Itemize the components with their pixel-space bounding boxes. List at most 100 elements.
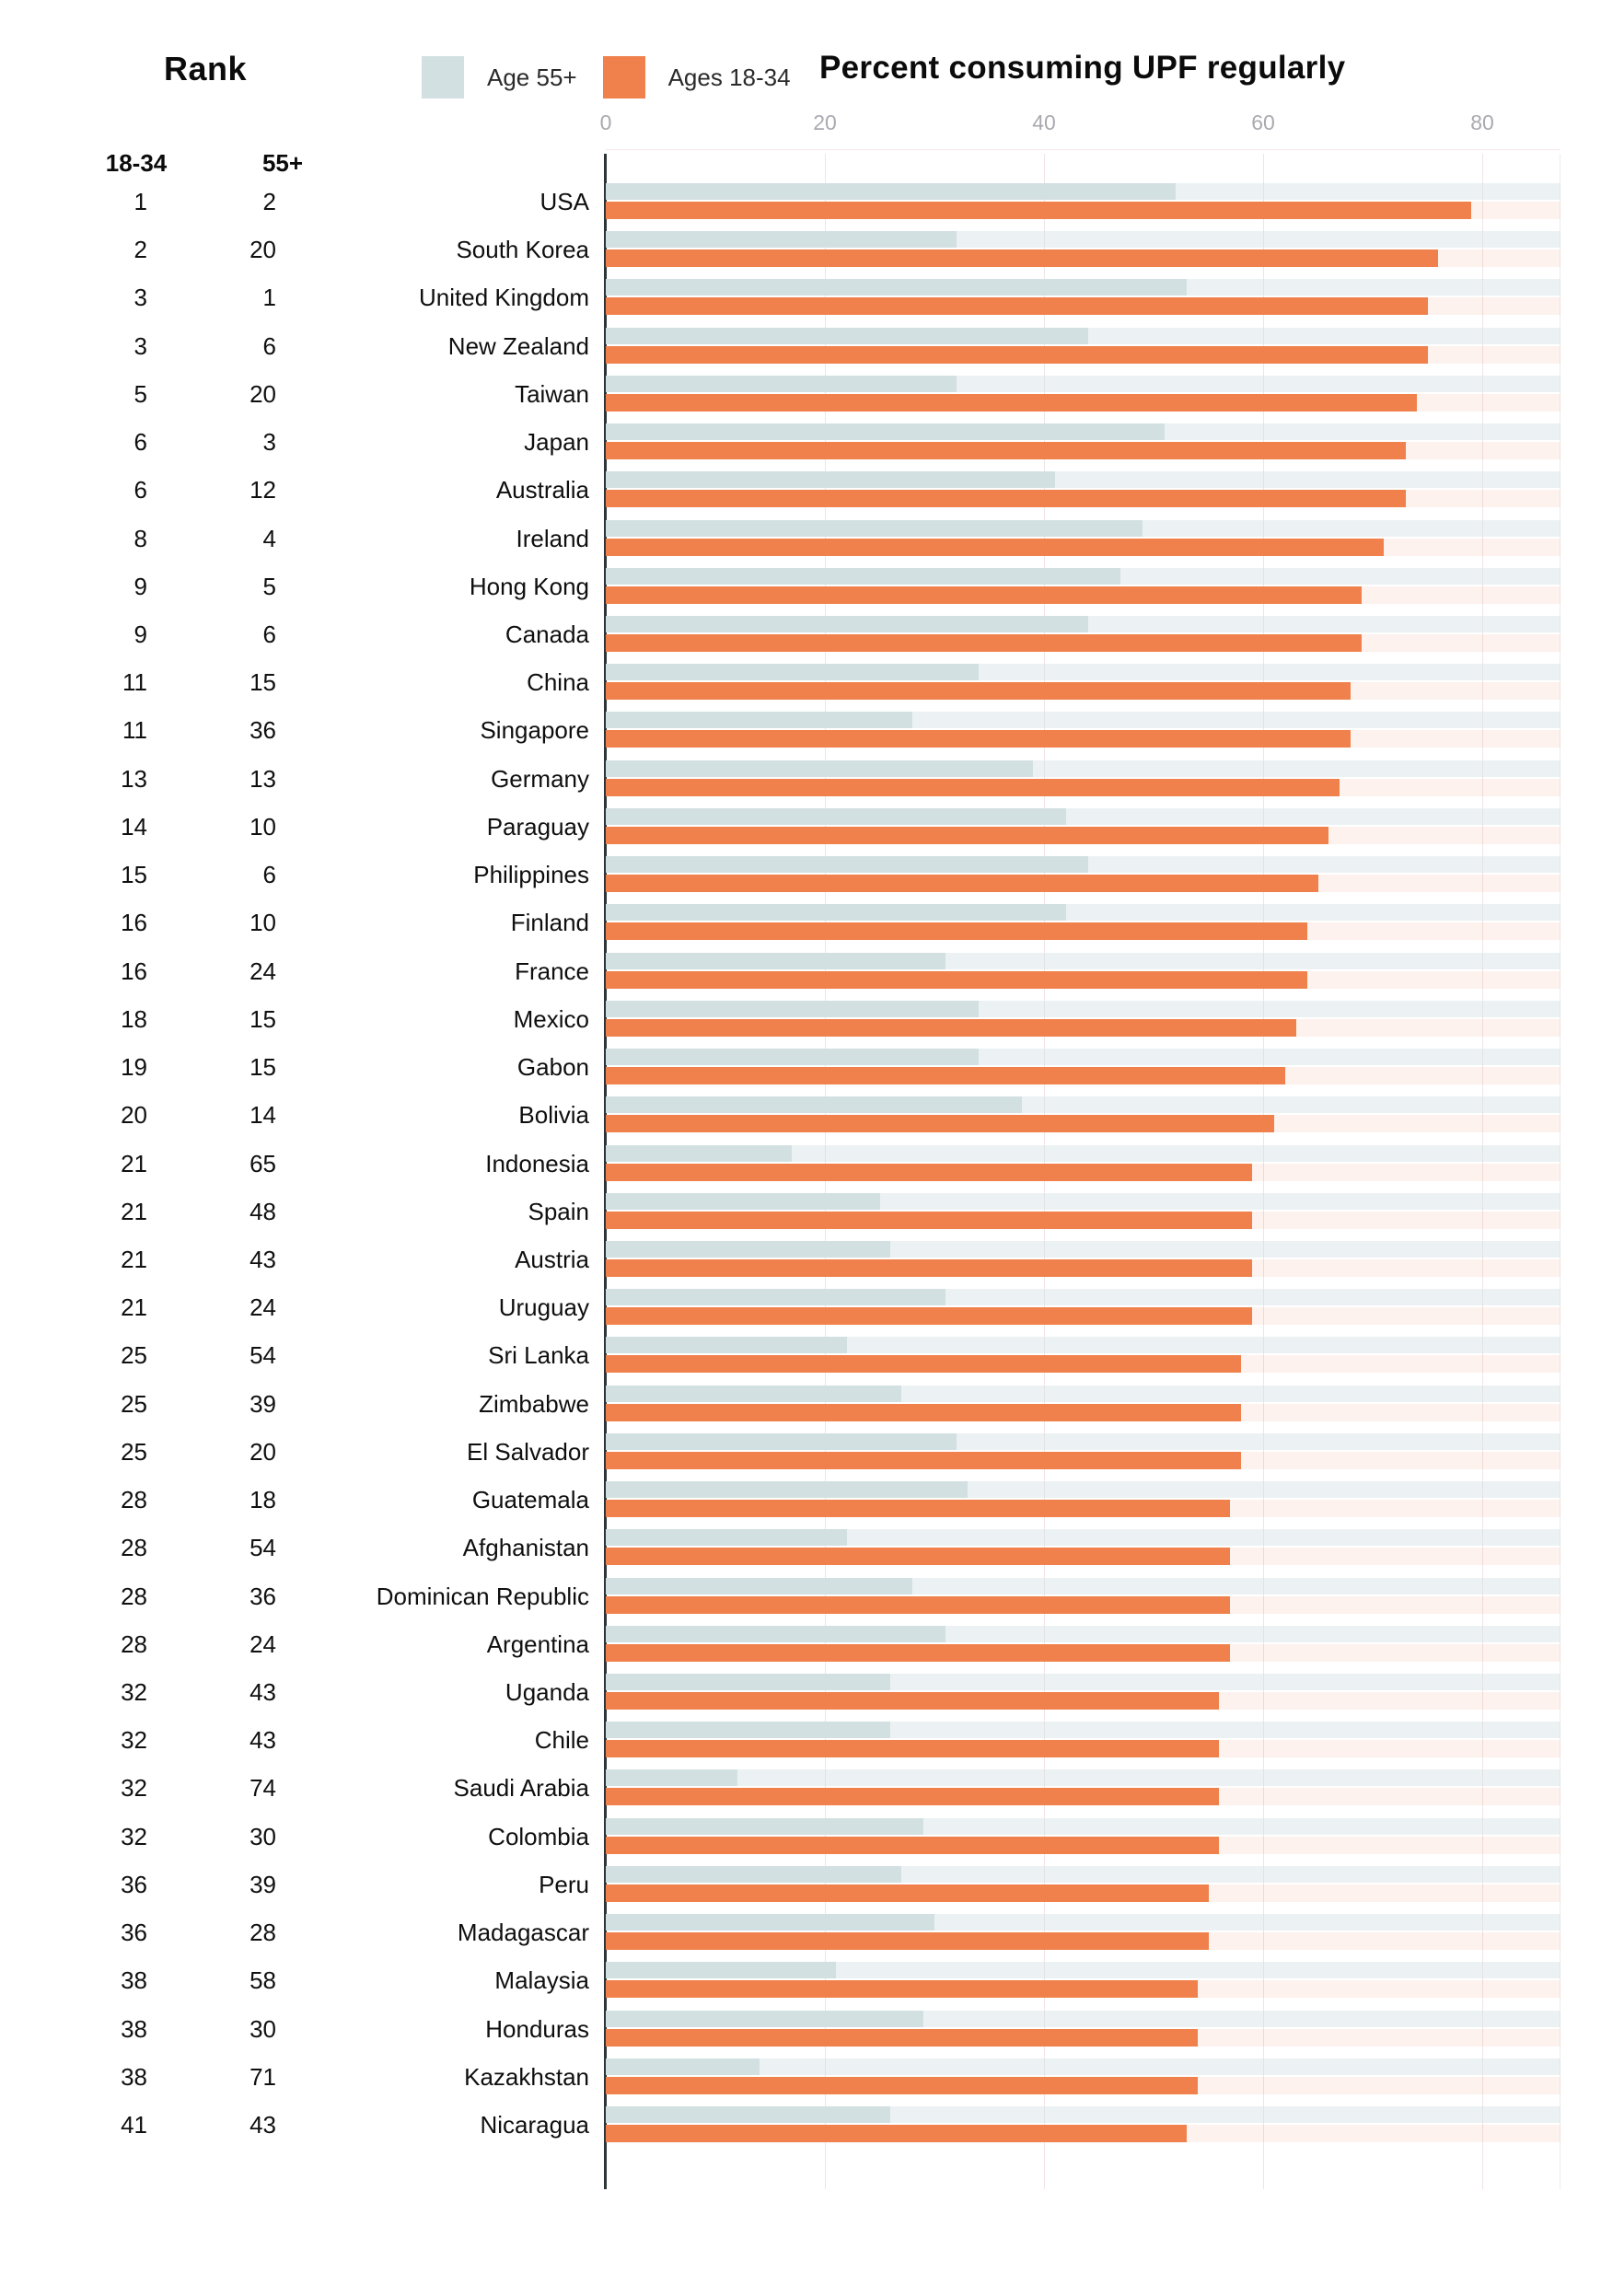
country-label: South Korea xyxy=(456,236,589,264)
country-label: Afghanistan xyxy=(462,1534,589,1562)
country-label: Ireland xyxy=(516,524,590,552)
bar-18-34 xyxy=(606,634,1363,653)
rank-55plus-value: 13 xyxy=(249,764,276,793)
rank-18-34-value: 9 xyxy=(133,572,147,600)
legend-swatch-ages-18-34 xyxy=(602,56,645,99)
rank-18-34-value: 5 xyxy=(133,379,147,408)
country-label: Singapore xyxy=(480,716,589,745)
bar-track-55plus xyxy=(606,1769,1560,1787)
rank-18-34-value: 8 xyxy=(133,524,147,552)
rank-18-34-value: 25 xyxy=(121,1437,147,1466)
rank-column-header-18-34: 18-34 xyxy=(105,149,168,177)
bar-track-55plus xyxy=(606,2058,1560,2075)
bar-18-34 xyxy=(606,1451,1242,1469)
legend-label-age-55plus: Age 55+ xyxy=(487,63,577,91)
bar-18-34 xyxy=(606,1548,1231,1566)
bar-18-34 xyxy=(606,249,1439,268)
gridline xyxy=(1263,154,1264,2189)
bar-18-34 xyxy=(606,1067,1285,1085)
country-label: United Kingdom xyxy=(419,284,589,312)
rank-55plus-value: 28 xyxy=(249,1919,276,1947)
country-label: USA xyxy=(539,188,589,215)
bar-18-34 xyxy=(606,2028,1198,2047)
bar-18-34 xyxy=(606,1932,1209,1951)
rank-heading: Rank xyxy=(164,50,248,87)
country-label: Zimbabwe xyxy=(479,1389,589,1418)
rank-55plus-value: 39 xyxy=(249,1389,276,1418)
bar-18-34 xyxy=(606,730,1352,748)
country-label: Malaysia xyxy=(494,1966,589,1995)
x-axis-tick-label: 40 xyxy=(1032,110,1056,134)
bar-18-34 xyxy=(606,1115,1274,1133)
rank-55plus-value: 6 xyxy=(262,861,276,889)
rank-55plus-value: 6 xyxy=(262,620,276,649)
country-label: Austria xyxy=(515,1245,589,1273)
bar-18-34 xyxy=(606,1163,1253,1181)
country-label: Honduras xyxy=(485,2014,589,2043)
rank-55plus-value: 20 xyxy=(249,236,276,264)
rank-18-34-value: 2 xyxy=(133,236,147,264)
bar-18-34 xyxy=(606,1500,1231,1518)
bar-18-34 xyxy=(606,393,1417,412)
bar-55plus xyxy=(606,1240,891,1258)
bar-55plus xyxy=(606,231,957,249)
rank-55plus-value: 43 xyxy=(249,1245,276,1273)
country-label: Hong Kong xyxy=(469,572,589,600)
rank-55plus-value: 24 xyxy=(249,1629,276,1658)
rank-55plus-value: 43 xyxy=(249,1726,276,1755)
bar-18-34 xyxy=(606,1980,1198,1999)
country-label: Sri Lanka xyxy=(488,1341,589,1370)
rank-18-34-value: 32 xyxy=(121,1774,147,1803)
rank-55plus-value: 6 xyxy=(262,331,276,360)
country-label: Uganda xyxy=(505,1677,589,1706)
chart-title: Percent consuming UPF regularly xyxy=(819,50,1346,86)
bar-18-34 xyxy=(606,442,1406,460)
gridline xyxy=(1482,154,1483,2189)
bar-55plus xyxy=(606,760,1034,777)
bar-55plus xyxy=(606,1769,737,1787)
country-label: Japan xyxy=(524,428,589,457)
country-label: Nicaragua xyxy=(480,2111,589,2139)
bar-18-34 xyxy=(606,778,1340,796)
country-label: Chile xyxy=(534,1726,589,1755)
bar-18-34 xyxy=(606,970,1307,989)
x-axis-tick-label: 60 xyxy=(1251,110,1275,134)
country-label: Philippines xyxy=(473,861,589,889)
rank-18-34-value: 25 xyxy=(121,1389,147,1418)
rank-55plus-value: 15 xyxy=(249,668,276,697)
rank-18-34-value: 25 xyxy=(121,1341,147,1370)
rank-18-34-value: 13 xyxy=(121,764,147,793)
country-label: Argentina xyxy=(486,1629,589,1658)
rank-18-34-value: 9 xyxy=(133,620,147,649)
rank-55plus-value: 10 xyxy=(249,812,276,841)
bar-55plus xyxy=(606,1144,793,1162)
rank-55plus-value: 12 xyxy=(249,476,276,504)
country-label: Indonesia xyxy=(485,1149,589,1177)
rank-55plus-value: 2 xyxy=(262,188,276,215)
x-axis-tick-label: 20 xyxy=(813,110,837,134)
bar-55plus xyxy=(606,1049,979,1066)
rank-18-34-value: 41 xyxy=(121,2111,147,2139)
bar-55plus xyxy=(606,423,1165,441)
bar-track-55plus xyxy=(606,1962,1560,1979)
bar-55plus xyxy=(606,1722,891,1739)
country-label: Mexico xyxy=(513,1004,589,1033)
country-label: Australia xyxy=(495,476,589,504)
rank-18-34-value: 28 xyxy=(121,1629,147,1658)
rank-55plus-value: 43 xyxy=(249,1677,276,1706)
bar-55plus xyxy=(606,519,1143,537)
bar-18-34 xyxy=(606,2076,1198,2094)
bar-55plus xyxy=(606,567,1121,585)
country-label: Spain xyxy=(528,1197,590,1225)
rank-55plus-value: 74 xyxy=(249,1774,276,1803)
rank-55plus-value: 4 xyxy=(262,524,276,552)
bar-18-34 xyxy=(606,1211,1253,1229)
rank-55plus-value: 20 xyxy=(249,1437,276,1466)
rank-18-34-value: 36 xyxy=(121,1919,147,1947)
bar-18-34 xyxy=(606,345,1428,364)
country-label: Peru xyxy=(539,1870,589,1898)
country-label: Uruguay xyxy=(498,1293,589,1322)
rank-18-34-value: 14 xyxy=(121,812,147,841)
bar-55plus xyxy=(606,856,1088,874)
